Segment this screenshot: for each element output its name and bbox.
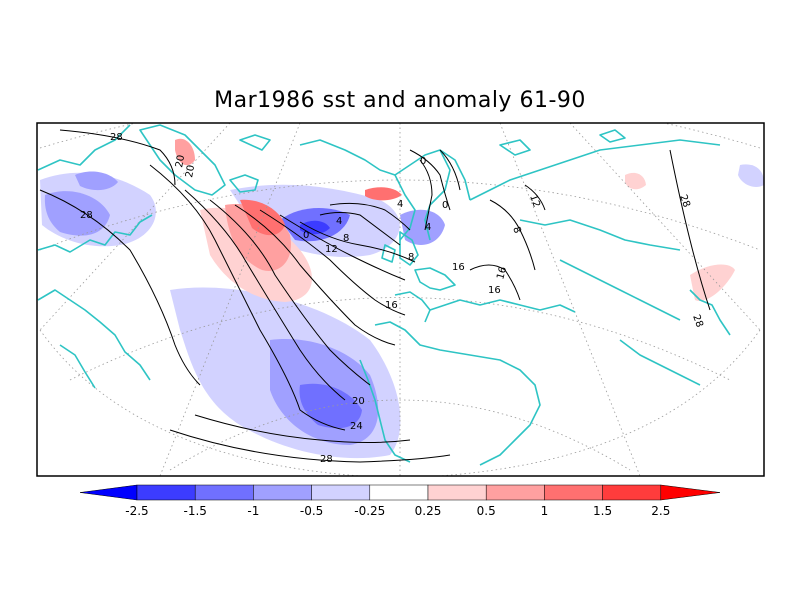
colorbar-box (602, 484, 662, 501)
negative-anomaly-north-sea (400, 209, 445, 245)
contour-label: 0 (442, 200, 448, 211)
negative-anomaly-labrador (75, 171, 118, 191)
contour-label: 28 (80, 210, 93, 221)
coastlines (37, 124, 731, 466)
positive-anomaly-central-peak (240, 199, 285, 236)
colorbar-tick-label: -1 (247, 504, 259, 518)
contour-label: 28 (677, 193, 692, 209)
contour-label: 8 (343, 233, 349, 244)
contour-label: 24 (350, 421, 363, 432)
contour-label: 4 (397, 199, 403, 210)
contour-label: 20 (184, 164, 197, 178)
colorbar-tick-label: 2.5 (651, 504, 670, 518)
colorbar-box (427, 484, 487, 501)
contour-label: 4 (336, 216, 342, 227)
contour-label: 12 (325, 244, 338, 255)
negative-anomaly-east-pacific (738, 164, 764, 187)
positive-anomaly-greenland (175, 138, 195, 166)
contour-label: 20 (352, 396, 365, 407)
anomaly-shading (40, 138, 764, 459)
contour-label: 4 (425, 222, 431, 233)
contour-label: 16 (488, 285, 501, 296)
colorbar-arrow-high (660, 484, 721, 501)
colorbar-tick-label: -0.5 (300, 504, 323, 518)
colorbar-tick-label: -1.5 (183, 504, 206, 518)
colorbar-arrow-low (79, 484, 138, 501)
colorbar-tick-label: 1 (541, 504, 549, 518)
contour-label: 8 (510, 225, 523, 235)
colorbar-tick-label: -2.5 (125, 504, 148, 518)
map-frame (36, 122, 765, 477)
contour-label: 0 (303, 230, 309, 241)
graticule (39, 123, 761, 476)
contour-label: 16 (452, 262, 465, 273)
positive-anomaly-pacific-east (690, 264, 735, 301)
negative-anomaly-west-core (44, 191, 110, 236)
colorbar-box (485, 484, 545, 501)
colorbar-tick-label: 1.5 (593, 504, 612, 518)
contour-label: 0 (420, 156, 426, 167)
colorbar-tick-label: -0.25 (354, 504, 385, 518)
colorbar-box (311, 484, 371, 501)
contour-label: 16 (385, 300, 398, 311)
positive-anomaly-pacific-north (625, 172, 646, 190)
contour-label: 8 (408, 252, 414, 263)
colorbar-box (544, 484, 603, 501)
contour-label: 28 (110, 132, 123, 143)
colorbar-box (253, 484, 312, 501)
colorbar-box (369, 484, 429, 501)
contour-labels: 28 20 20 28 0 4 8 12 0 4 0 4 8 16 16 16 … (80, 132, 705, 465)
colorbar-tick-label: 0.5 (477, 504, 496, 518)
sst-contours (39, 129, 711, 463)
negative-anomaly-canary-core (299, 383, 362, 429)
negative-anomaly-iceland-deep (300, 220, 330, 235)
colorbar-tick-label: 0.25 (415, 504, 442, 518)
contour-label: 12 (527, 193, 542, 209)
contour-label: 20 (174, 154, 187, 168)
contour-label: 16 (495, 266, 509, 281)
positive-anomaly-barents (365, 187, 402, 201)
contour-label: 28 (690, 313, 705, 329)
colorbar-box (136, 484, 196, 501)
map-title: Mar1986 sst and anomaly 61-90 (214, 88, 586, 113)
colorbar-box (194, 484, 254, 501)
contour-label: 28 (320, 454, 333, 465)
